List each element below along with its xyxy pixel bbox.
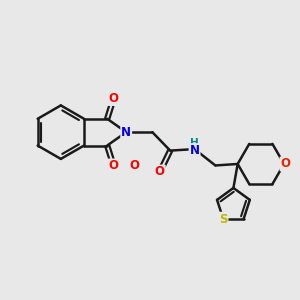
Text: O: O [280, 158, 290, 170]
Text: H: H [190, 138, 199, 148]
Text: N: N [121, 126, 131, 139]
Text: N: N [190, 144, 200, 157]
Text: O: O [155, 166, 165, 178]
Text: O: O [129, 159, 139, 172]
Text: O: O [109, 92, 118, 105]
Text: O: O [109, 159, 118, 172]
Text: O: O [109, 92, 118, 105]
Text: S: S [219, 213, 227, 226]
